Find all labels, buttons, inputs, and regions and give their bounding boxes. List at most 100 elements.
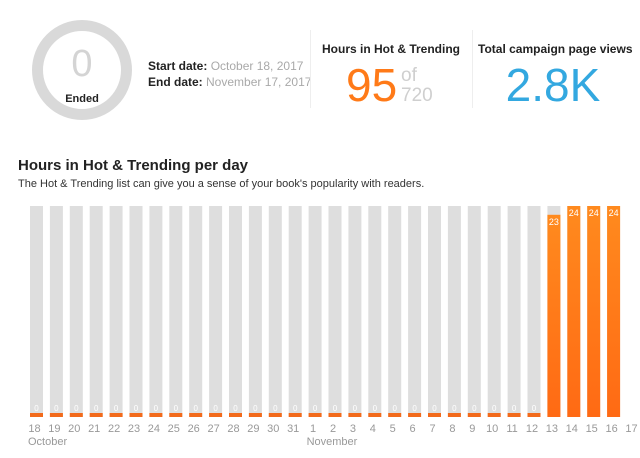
x-tick-label: 12: [526, 423, 538, 435]
bar[interactable]: [308, 413, 322, 417]
bar-value-label: 24: [569, 208, 579, 218]
bar-track: [328, 206, 342, 417]
bar-value-label: 0: [353, 404, 358, 413]
bar-track: [189, 206, 203, 417]
bar[interactable]: [447, 413, 461, 417]
x-tick-label: 5: [390, 423, 396, 435]
bar[interactable]: [428, 413, 441, 417]
bar-track: [49, 206, 63, 417]
x-tick-label: 21: [88, 423, 100, 435]
bar-track: [507, 206, 521, 417]
campaign-summary: 0 Ended Start date: October 18, 2017 End…: [0, 0, 640, 130]
bar-value-label: 23: [549, 217, 559, 227]
x-tick-label: 18: [28, 423, 40, 435]
x-tick-label: 6: [410, 423, 416, 435]
bar-track: [368, 206, 382, 417]
hot-trending-value: 95: [346, 59, 398, 111]
x-tick-label: 13: [546, 423, 558, 435]
x-month-label: November: [307, 436, 358, 448]
stat-divider: [472, 30, 473, 108]
hot-trending-total: 720: [401, 85, 433, 106]
bar[interactable]: [408, 413, 422, 417]
bar[interactable]: [348, 413, 362, 417]
bar[interactable]: [169, 413, 183, 417]
bar[interactable]: [567, 206, 581, 417]
bar-value-label: 0: [94, 404, 99, 413]
bar[interactable]: [248, 413, 262, 417]
bar-track: [89, 206, 103, 417]
hot-trending-title: Hours in Hot & Trending: [322, 42, 460, 56]
x-tick-label: 8: [449, 423, 455, 435]
x-tick-label: 26: [188, 423, 200, 435]
x-tick-label: 15: [586, 423, 598, 435]
bar-value-label: 0: [273, 404, 278, 413]
bar[interactable]: [467, 413, 481, 417]
x-tick-label: 25: [168, 423, 180, 435]
x-tick-label: 3: [350, 423, 356, 435]
bar[interactable]: [89, 413, 103, 417]
bar[interactable]: [109, 413, 123, 417]
campaign-status-ring: 0 Ended: [32, 20, 132, 120]
bar-value-label: 24: [589, 208, 599, 218]
bar-track: [149, 206, 163, 417]
bar-track: [209, 206, 223, 417]
end-date-value: November 17, 2017: [206, 75, 312, 89]
bar[interactable]: [388, 413, 402, 417]
x-tick-label: 10: [486, 423, 498, 435]
bar[interactable]: [268, 413, 282, 417]
bar[interactable]: [288, 413, 302, 417]
bar-track: [527, 206, 541, 417]
bar-value-label: 24: [609, 208, 619, 218]
bar[interactable]: [209, 413, 223, 417]
x-tick-label: 27: [207, 423, 219, 435]
bar-value-label: 0: [154, 404, 159, 413]
bar-value-label: 0: [253, 404, 258, 413]
x-tick-label: 22: [108, 423, 120, 435]
bar[interactable]: [30, 413, 43, 417]
bar-track: [169, 206, 183, 417]
x-month-label: October: [28, 436, 67, 448]
x-tick-label: 24: [148, 423, 160, 435]
x-tick-label: 7: [429, 423, 435, 435]
bar-value-label: 0: [174, 404, 179, 413]
start-date-value: October 18, 2017: [210, 59, 304, 73]
bar[interactable]: [587, 206, 601, 417]
bar[interactable]: [69, 413, 83, 417]
start-date-label: Start date:: [148, 59, 208, 73]
end-date-label: End date:: [148, 75, 203, 89]
page-views-stat: Total campaign page views 2.8K: [478, 42, 633, 111]
stat-divider: [310, 30, 311, 108]
bar-track: [408, 206, 422, 417]
bar[interactable]: [547, 214, 561, 417]
bar-track: [467, 206, 481, 417]
bar[interactable]: [607, 206, 621, 417]
bar-value-label: 0: [472, 404, 477, 413]
page-views-value: 2.8K: [505, 59, 601, 111]
bar[interactable]: [49, 413, 63, 417]
bar-value-label: 0: [392, 404, 397, 413]
bar-track: [487, 206, 501, 417]
bar[interactable]: [328, 413, 342, 417]
bar[interactable]: [229, 413, 242, 417]
bar-value-label: 0: [74, 404, 79, 413]
bar-value-label: 0: [54, 404, 59, 413]
bar-track: [388, 206, 402, 417]
bar[interactable]: [507, 413, 521, 417]
bar-value-label: 0: [373, 404, 378, 413]
bar[interactable]: [129, 413, 143, 417]
bar[interactable]: [189, 413, 203, 417]
bar[interactable]: [487, 413, 501, 417]
bar[interactable]: [527, 413, 541, 417]
x-tick-label: 1: [310, 423, 316, 435]
bar-value-label: 0: [193, 404, 198, 413]
x-tick-label: 2: [330, 423, 336, 435]
bar-track: [288, 206, 302, 417]
bar[interactable]: [368, 413, 382, 417]
bar-track: [308, 206, 322, 417]
bar-track: [30, 206, 43, 417]
x-tick-label: 30: [267, 423, 279, 435]
end-date-row: End date: November 17, 2017: [148, 74, 311, 90]
x-tick-label: 19: [48, 423, 60, 435]
bar[interactable]: [149, 413, 163, 417]
